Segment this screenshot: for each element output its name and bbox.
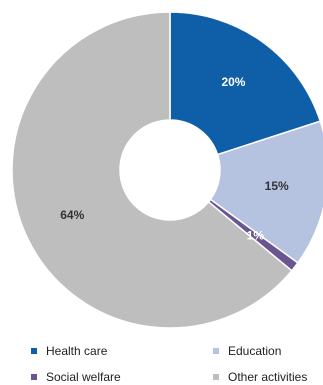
data-label-other-activities: 64% [60, 208, 84, 222]
legend-label-education: Education [228, 344, 282, 358]
donut-chart: 20% 15% 1% 64% [11, 11, 323, 329]
slice-other-activities [11, 11, 293, 329]
legend: Health care Education Social welfare Oth… [0, 336, 323, 385]
slice-health-care [169, 11, 322, 156]
legend-item-social-welfare: Social welfare [31, 370, 121, 384]
legend-swatch-social-welfare [31, 374, 37, 380]
legend-swatch-other-activities [213, 374, 219, 380]
data-label-education: 15% [265, 179, 289, 193]
legend-item-education: Education [213, 344, 281, 358]
legend-item-other-activities: Other activities [213, 370, 307, 384]
data-label-health-care: 20% [221, 75, 245, 89]
legend-label-social-welfare: Social welfare [46, 370, 121, 384]
legend-swatch-education [213, 348, 219, 354]
legend-swatch-health-care [31, 348, 37, 354]
legend-label-other-activities: Other activities [228, 370, 308, 384]
legend-label-health-care: Health care [46, 344, 108, 358]
slice-education [209, 120, 323, 264]
legend-item-health-care: Health care [31, 344, 107, 358]
data-label-social-welfare: 1% [247, 228, 265, 242]
